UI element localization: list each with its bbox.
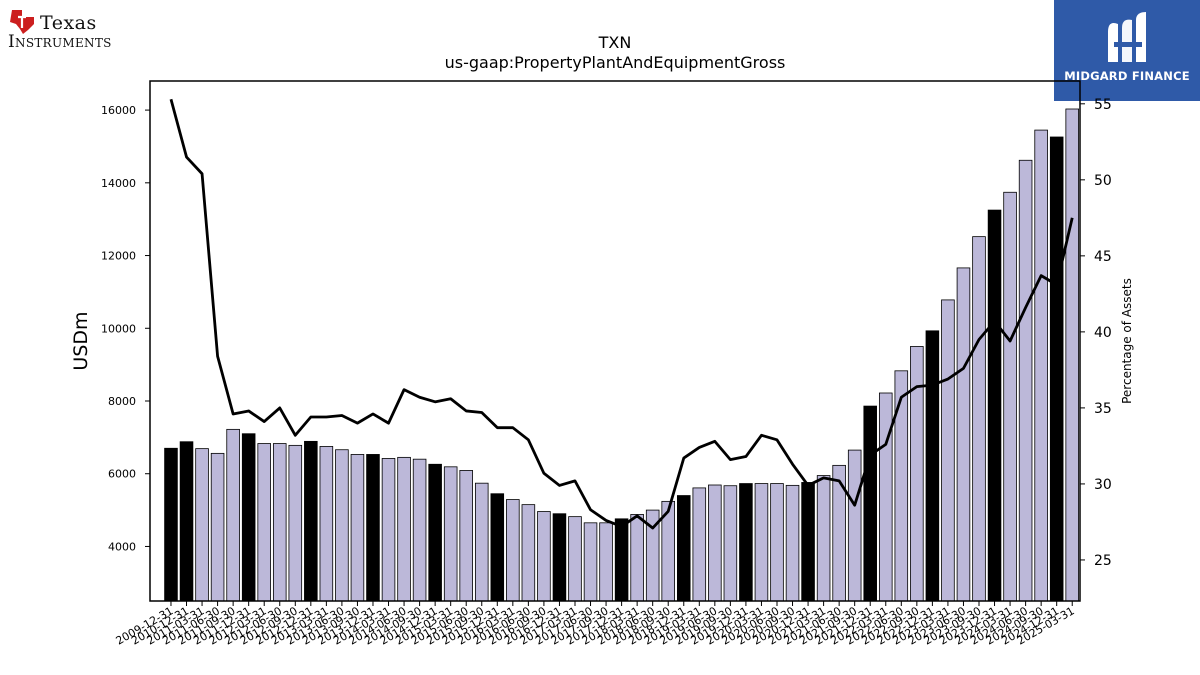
- bar: [366, 454, 380, 602]
- bar: [583, 522, 598, 602]
- bar: [537, 511, 551, 602]
- bar: [863, 405, 877, 602]
- bar: [1034, 129, 1048, 602]
- chart-subtitle: us-gaap:PropertyPlantAndEquipmentGross: [444, 53, 786, 72]
- bar: [785, 484, 800, 602]
- bar: [599, 522, 613, 602]
- bar: [910, 346, 924, 602]
- y2-tick-label: 30: [1094, 477, 1112, 493]
- bar: [630, 514, 644, 602]
- bar: [179, 441, 194, 602]
- y2-tick-label: 50: [1094, 173, 1112, 189]
- chart-title: TXN: [598, 33, 632, 52]
- bar: [1049, 136, 1064, 602]
- bar: [288, 444, 303, 602]
- bar: [816, 475, 831, 602]
- bar: [1003, 191, 1017, 602]
- ti-state-icon: [10, 10, 34, 34]
- texas-instruments-logo: Texas Instruments: [6, 6, 138, 54]
- midgard-finance-badge: MIDGARD FINANCE: [1054, 0, 1200, 101]
- bar: [568, 516, 582, 602]
- y-tick-label: 10000: [101, 322, 136, 335]
- y-axis-label: USDm: [70, 311, 92, 370]
- bar: [226, 428, 240, 602]
- midgard-logo-icon: [1108, 12, 1146, 62]
- bar: [428, 463, 442, 602]
- bar: [397, 456, 411, 602]
- bar: [987, 209, 1002, 602]
- y-tick-label: 4000: [108, 540, 136, 553]
- y-tick-label: 16000: [101, 104, 136, 117]
- bar: [210, 452, 225, 602]
- bar: [195, 448, 209, 602]
- y2-tick-label: 45: [1094, 249, 1112, 265]
- y2-tick-label: 25: [1094, 553, 1112, 569]
- bar: [241, 433, 256, 602]
- bar: [521, 504, 536, 602]
- bar: [490, 493, 505, 602]
- bar: [692, 487, 707, 602]
- bar: [412, 458, 427, 602]
- bar: [972, 236, 986, 602]
- y-tick-label: 6000: [108, 468, 136, 481]
- plot-frame: [149, 80, 1081, 602]
- y-tick-label: 14000: [101, 177, 136, 190]
- bar: [801, 482, 815, 602]
- bar: [474, 482, 489, 602]
- brand-name-line1: Texas: [40, 12, 97, 34]
- y-tick-label: 12000: [101, 250, 136, 263]
- bar: [614, 518, 629, 602]
- y2-axis-label: Percentage of Assets: [1120, 278, 1134, 404]
- percentage-of-assets-line: [169, 98, 1074, 530]
- y2-tick-label: 35: [1094, 401, 1112, 417]
- bar: [257, 443, 271, 602]
- bar: [1065, 108, 1079, 602]
- bar: [770, 483, 784, 602]
- bar: [894, 370, 909, 602]
- bar: [956, 267, 971, 602]
- bar: [443, 466, 458, 602]
- sponsor-name: MIDGARD FINANCE: [1064, 69, 1190, 83]
- bar: [459, 470, 473, 602]
- bar: [723, 485, 738, 602]
- bar: [676, 495, 691, 602]
- y2-tick-label: 55: [1094, 97, 1112, 113]
- bar: [164, 447, 178, 602]
- bar: [319, 446, 334, 602]
- bar: [506, 499, 520, 602]
- bar: [272, 443, 287, 602]
- bar: [304, 440, 318, 602]
- y2-tick-label: 40: [1094, 325, 1112, 341]
- bar: [350, 454, 365, 602]
- y-tick-label: 8000: [108, 395, 136, 408]
- bar: [847, 449, 862, 602]
- bar: [708, 484, 722, 602]
- bar: [925, 330, 940, 602]
- bar: [1018, 159, 1033, 602]
- bar: [552, 513, 567, 602]
- brand-name-line2: Instruments: [8, 32, 112, 52]
- bar: [739, 483, 753, 602]
- bar: [941, 299, 955, 602]
- bar: [381, 458, 396, 602]
- bar: [754, 483, 769, 602]
- bar: [335, 449, 349, 602]
- bar: [878, 392, 893, 602]
